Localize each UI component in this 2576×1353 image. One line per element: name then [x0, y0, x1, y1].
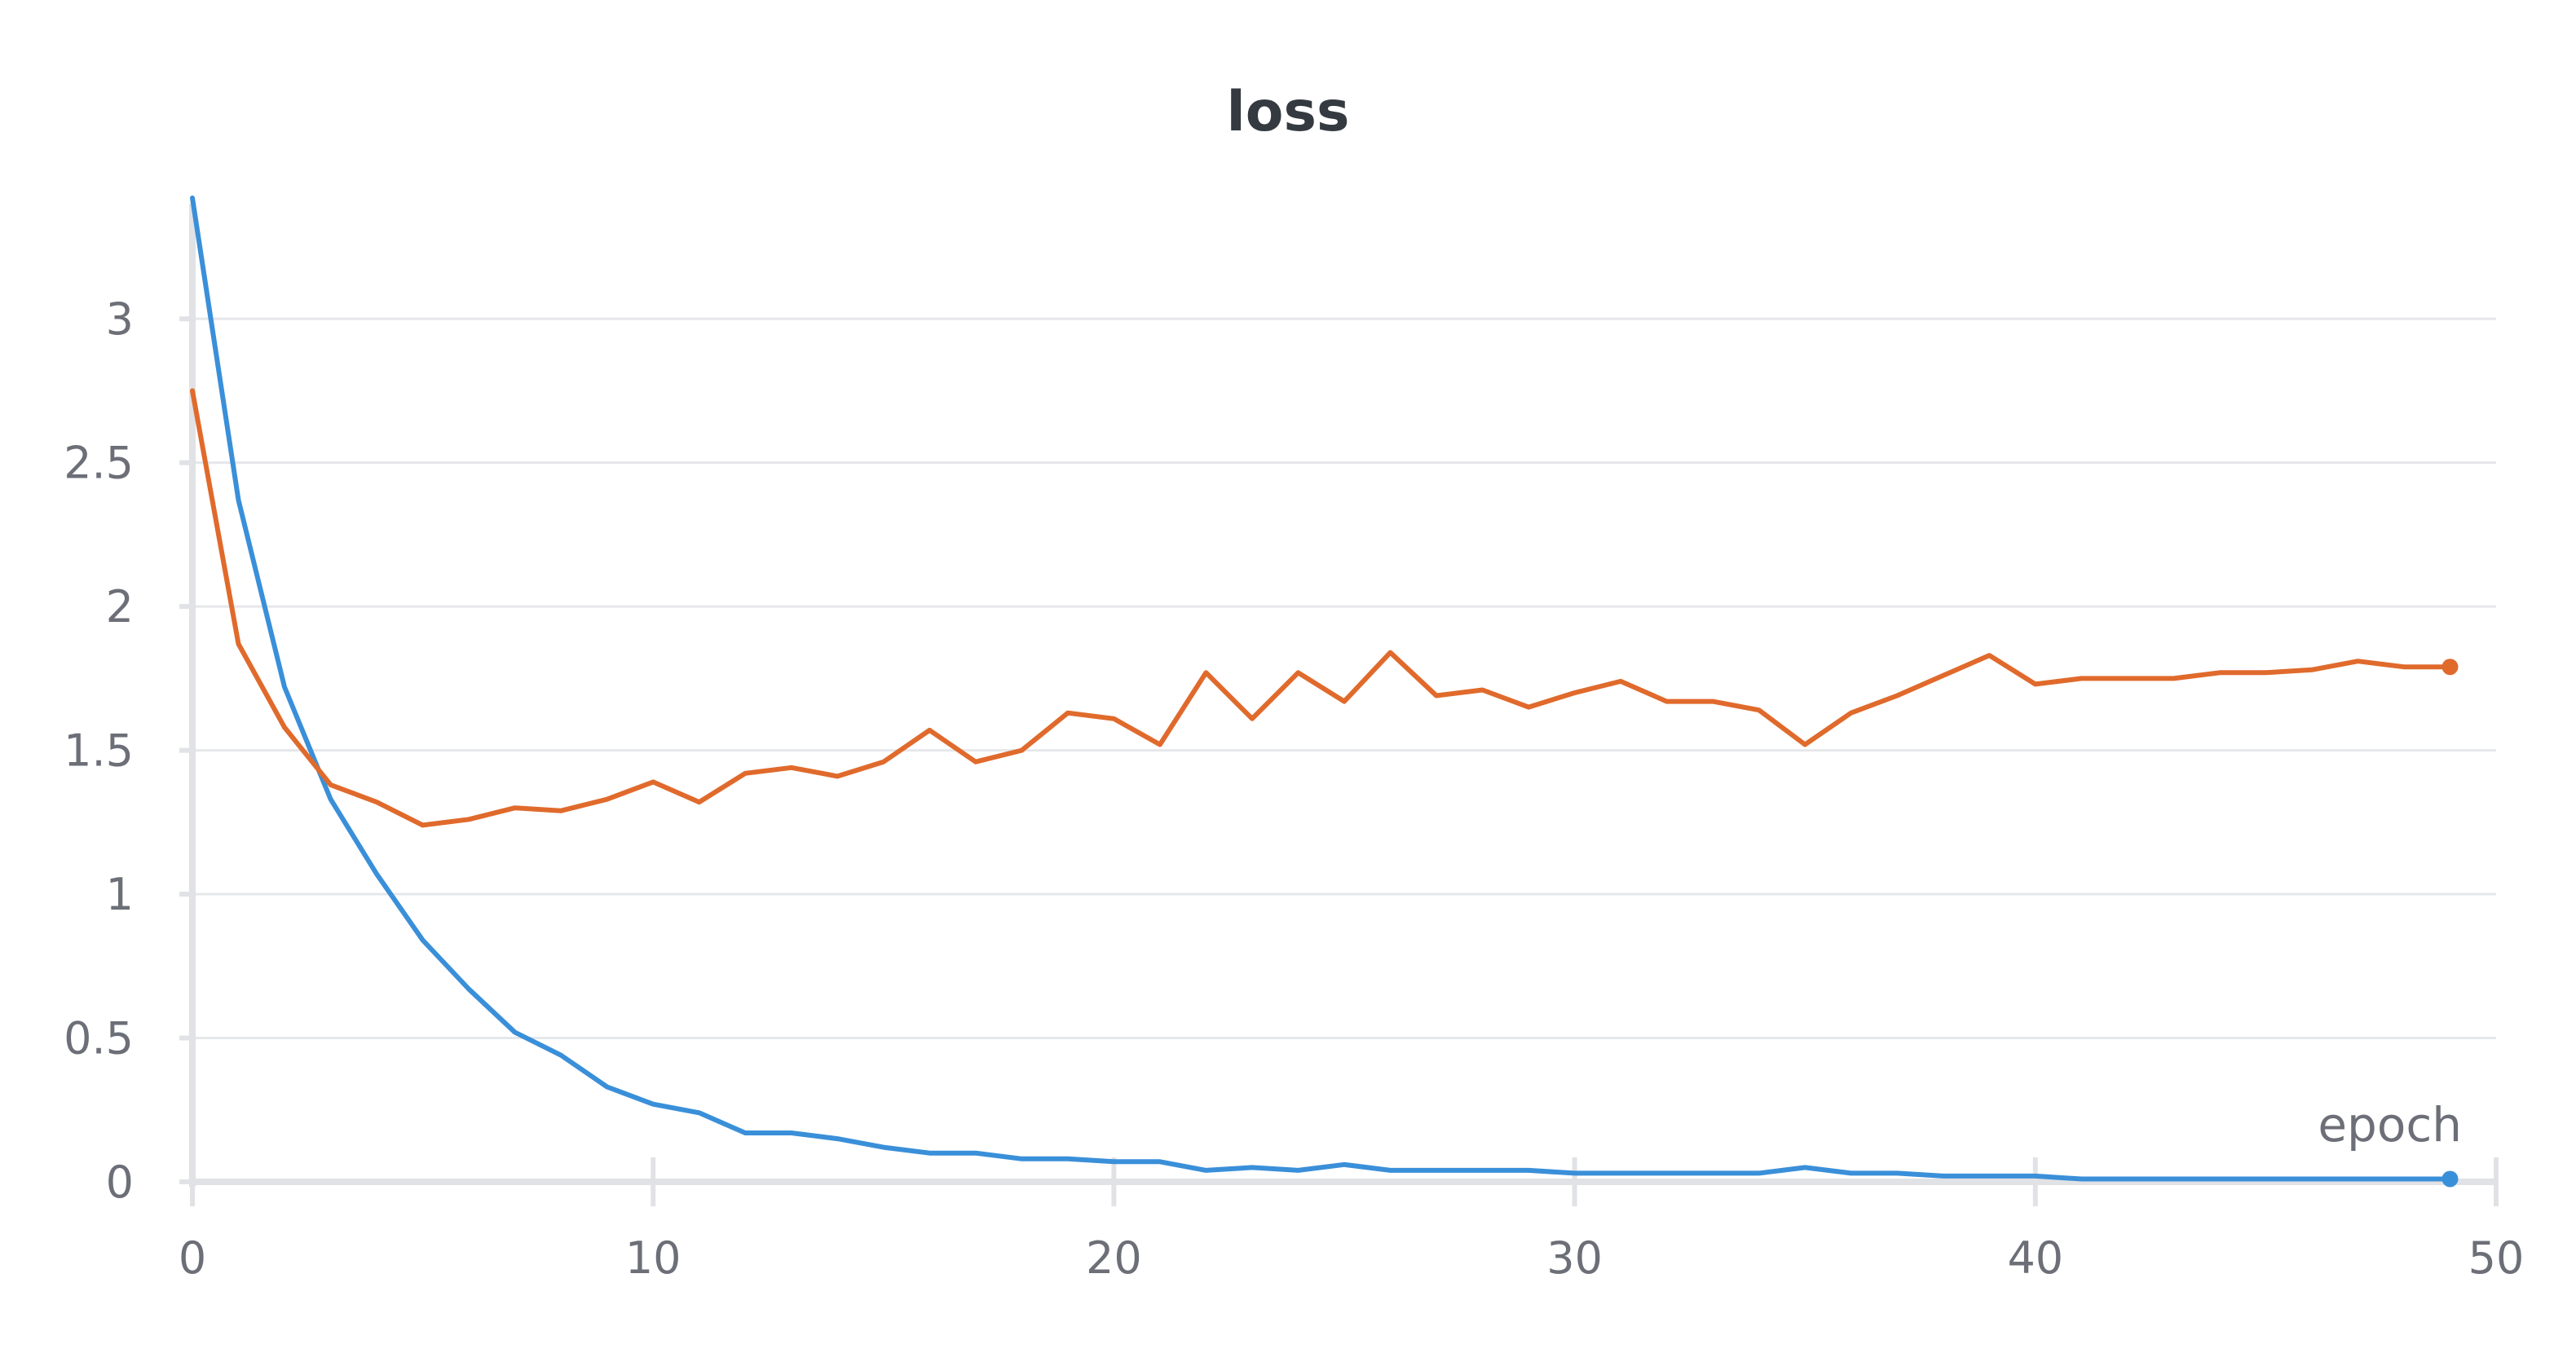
x-tick-label: 40	[2007, 1232, 2063, 1284]
y-tick-label: 1.5	[64, 725, 134, 777]
x-tick-label: 20	[1086, 1232, 1142, 1284]
x-tick-label: 50	[2468, 1232, 2525, 1284]
y-tick-label: 2	[106, 581, 134, 632]
x-tick-label: 30	[1546, 1232, 1603, 1284]
y-tick-label: 3	[106, 293, 134, 345]
y-tick-label: 1	[106, 869, 134, 920]
x-tick-label: 0	[179, 1232, 206, 1284]
x-axis-title: epoch	[2318, 1097, 2462, 1152]
series-line-1	[190, 195, 2453, 1182]
chart-title: loss	[1227, 80, 1350, 144]
y-tick-labels: 0 0.5 1 1.5 2 2.5 3	[64, 293, 134, 1208]
axes	[179, 204, 2499, 1206]
y-tick-label: 0	[106, 1157, 134, 1208]
y-tick-label: 2.5	[64, 438, 134, 489]
series-lines	[190, 195, 2459, 1188]
series-end-marker-2	[2441, 659, 2459, 676]
series-end-marker-1	[2441, 1170, 2459, 1188]
x-tick-labels: 0 10 20 30 40 50	[179, 1232, 2525, 1284]
x-tick-label: 10	[625, 1232, 681, 1284]
y-tick-label: 0.5	[64, 1013, 134, 1064]
series-line-2	[190, 388, 2453, 828]
grid-lines	[192, 317, 2496, 1040]
